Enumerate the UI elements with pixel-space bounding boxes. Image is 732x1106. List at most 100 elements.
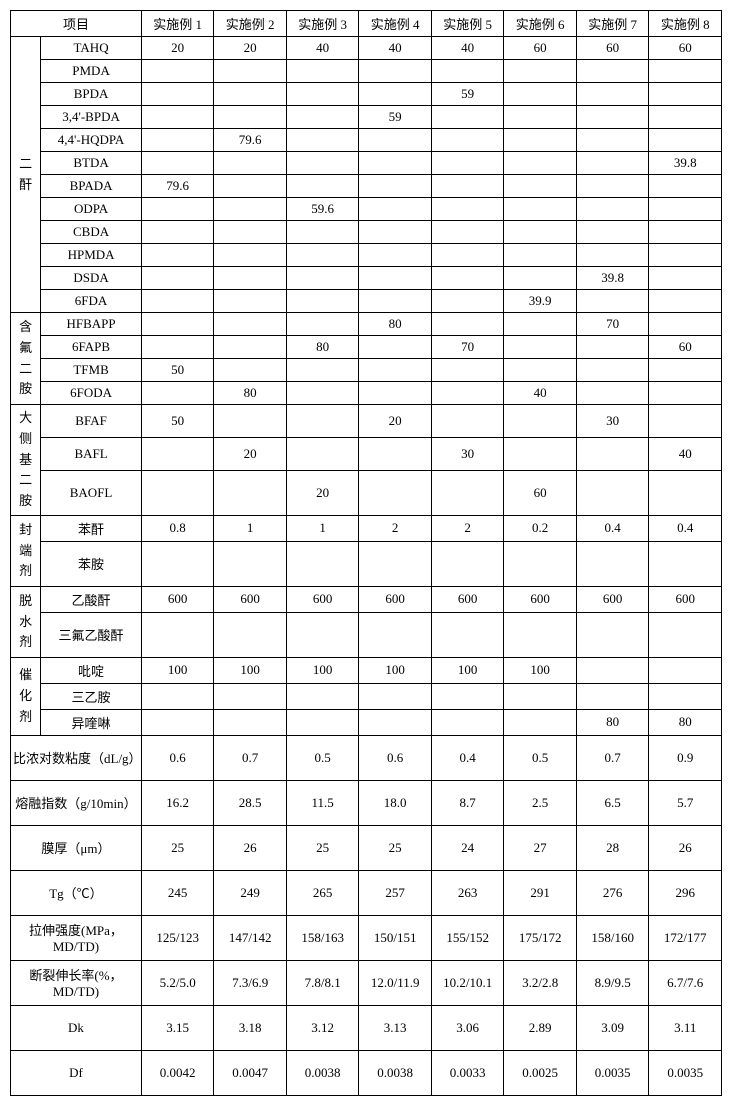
cell-g1-3-3: 59 bbox=[359, 106, 432, 129]
metric-5-7: 6.7/7.6 bbox=[649, 960, 722, 1005]
metric-4-2: 158/163 bbox=[286, 915, 359, 960]
cell-g5-1-3 bbox=[359, 612, 432, 657]
cell-g1-4-2 bbox=[286, 129, 359, 152]
cell-g1-7-0 bbox=[141, 198, 214, 221]
param-g3-2: BAOFL bbox=[41, 470, 142, 515]
cell-g1-10-7 bbox=[649, 267, 722, 290]
cell-g3-2-5: 60 bbox=[504, 470, 577, 515]
cell-g2-3-6 bbox=[576, 382, 649, 405]
cell-g3-0-3: 20 bbox=[359, 405, 432, 438]
cell-g2-1-4: 70 bbox=[431, 336, 504, 359]
cell-g1-0-7: 60 bbox=[649, 37, 722, 60]
cell-g6-0-5: 100 bbox=[504, 657, 577, 683]
cell-g1-5-4 bbox=[431, 152, 504, 175]
cell-g1-2-3 bbox=[359, 83, 432, 106]
cell-g3-0-0: 50 bbox=[141, 405, 214, 438]
cell-g1-5-0 bbox=[141, 152, 214, 175]
cell-g2-3-2 bbox=[286, 382, 359, 405]
cell-g6-1-1 bbox=[214, 683, 287, 709]
metric-1-2: 11.5 bbox=[286, 780, 359, 825]
cell-g4-1-0 bbox=[141, 541, 214, 586]
cell-g1-1-5 bbox=[504, 60, 577, 83]
cell-g4-0-4: 2 bbox=[431, 515, 504, 541]
metric-2-7: 26 bbox=[649, 825, 722, 870]
metric-0-0: 0.6 bbox=[141, 735, 214, 780]
cell-g1-8-0 bbox=[141, 221, 214, 244]
metric-6-0: 3.15 bbox=[141, 1005, 214, 1050]
cell-g4-1-7 bbox=[649, 541, 722, 586]
cell-g1-4-1: 79.6 bbox=[214, 129, 287, 152]
cell-g2-1-7: 60 bbox=[649, 336, 722, 359]
cell-g3-2-7 bbox=[649, 470, 722, 515]
metric-5-6: 8.9/9.5 bbox=[576, 960, 649, 1005]
cell-g5-0-3: 600 bbox=[359, 586, 432, 612]
cell-g5-0-4: 600 bbox=[431, 586, 504, 612]
cell-g1-3-1 bbox=[214, 106, 287, 129]
cell-g2-0-2 bbox=[286, 313, 359, 336]
cell-g6-0-2: 100 bbox=[286, 657, 359, 683]
cell-g6-2-1 bbox=[214, 709, 287, 735]
metric-7-2: 0.0038 bbox=[286, 1050, 359, 1095]
cell-g1-9-7 bbox=[649, 244, 722, 267]
cell-g1-7-7 bbox=[649, 198, 722, 221]
cell-g1-8-1 bbox=[214, 221, 287, 244]
cell-g1-6-0: 79.6 bbox=[141, 175, 214, 198]
cell-g1-7-1 bbox=[214, 198, 287, 221]
header-col-5: 实施例 6 bbox=[504, 11, 577, 37]
cell-g1-3-2 bbox=[286, 106, 359, 129]
metric-label-7: Df bbox=[11, 1050, 142, 1095]
cell-g4-0-7: 0.4 bbox=[649, 515, 722, 541]
cell-g1-11-4 bbox=[431, 290, 504, 313]
cell-g3-0-5 bbox=[504, 405, 577, 438]
cell-g1-9-1 bbox=[214, 244, 287, 267]
metric-1-3: 18.0 bbox=[359, 780, 432, 825]
metric-1-4: 8.7 bbox=[431, 780, 504, 825]
cell-g2-0-5 bbox=[504, 313, 577, 336]
cell-g3-2-2: 20 bbox=[286, 470, 359, 515]
cell-g1-11-2 bbox=[286, 290, 359, 313]
param-g1-6: BPADA bbox=[41, 175, 142, 198]
metric-label-5: 断裂伸长率(%，MD/TD) bbox=[11, 960, 142, 1005]
cell-g5-1-6 bbox=[576, 612, 649, 657]
metric-4-0: 125/123 bbox=[141, 915, 214, 960]
cell-g3-1-0 bbox=[141, 437, 214, 470]
cell-g1-10-5 bbox=[504, 267, 577, 290]
cell-g2-3-3 bbox=[359, 382, 432, 405]
param-g1-11: 6FDA bbox=[41, 290, 142, 313]
cell-g1-5-7: 39.8 bbox=[649, 152, 722, 175]
cell-g2-1-0 bbox=[141, 336, 214, 359]
param-g5-0: 乙酸酐 bbox=[41, 586, 142, 612]
metric-7-7: 0.0035 bbox=[649, 1050, 722, 1095]
group-label-g4: 封 端 剂 bbox=[11, 515, 41, 586]
header-col-6: 实施例 7 bbox=[576, 11, 649, 37]
cell-g1-10-1 bbox=[214, 267, 287, 290]
cell-g1-10-2 bbox=[286, 267, 359, 290]
param-g6-0: 吡啶 bbox=[41, 657, 142, 683]
cell-g3-1-3 bbox=[359, 437, 432, 470]
header-col-7: 实施例 8 bbox=[649, 11, 722, 37]
cell-g2-2-6 bbox=[576, 359, 649, 382]
cell-g1-0-5: 60 bbox=[504, 37, 577, 60]
cell-g1-2-0 bbox=[141, 83, 214, 106]
metric-0-4: 0.4 bbox=[431, 735, 504, 780]
cell-g1-4-5 bbox=[504, 129, 577, 152]
param-g4-0: 苯酐 bbox=[41, 515, 142, 541]
metric-0-7: 0.9 bbox=[649, 735, 722, 780]
cell-g6-1-7 bbox=[649, 683, 722, 709]
cell-g1-2-7 bbox=[649, 83, 722, 106]
cell-g5-1-2 bbox=[286, 612, 359, 657]
cell-g1-5-2 bbox=[286, 152, 359, 175]
cell-g1-6-4 bbox=[431, 175, 504, 198]
cell-g6-0-4: 100 bbox=[431, 657, 504, 683]
metric-5-2: 7.8/8.1 bbox=[286, 960, 359, 1005]
group-label-g6: 催 化 剂 bbox=[11, 657, 41, 735]
metric-5-1: 7.3/6.9 bbox=[214, 960, 287, 1005]
param-g1-9: HPMDA bbox=[41, 244, 142, 267]
cell-g2-1-3 bbox=[359, 336, 432, 359]
metric-0-2: 0.5 bbox=[286, 735, 359, 780]
cell-g5-1-1 bbox=[214, 612, 287, 657]
cell-g1-6-6 bbox=[576, 175, 649, 198]
cell-g3-2-3 bbox=[359, 470, 432, 515]
cell-g1-1-7 bbox=[649, 60, 722, 83]
cell-g6-1-2 bbox=[286, 683, 359, 709]
